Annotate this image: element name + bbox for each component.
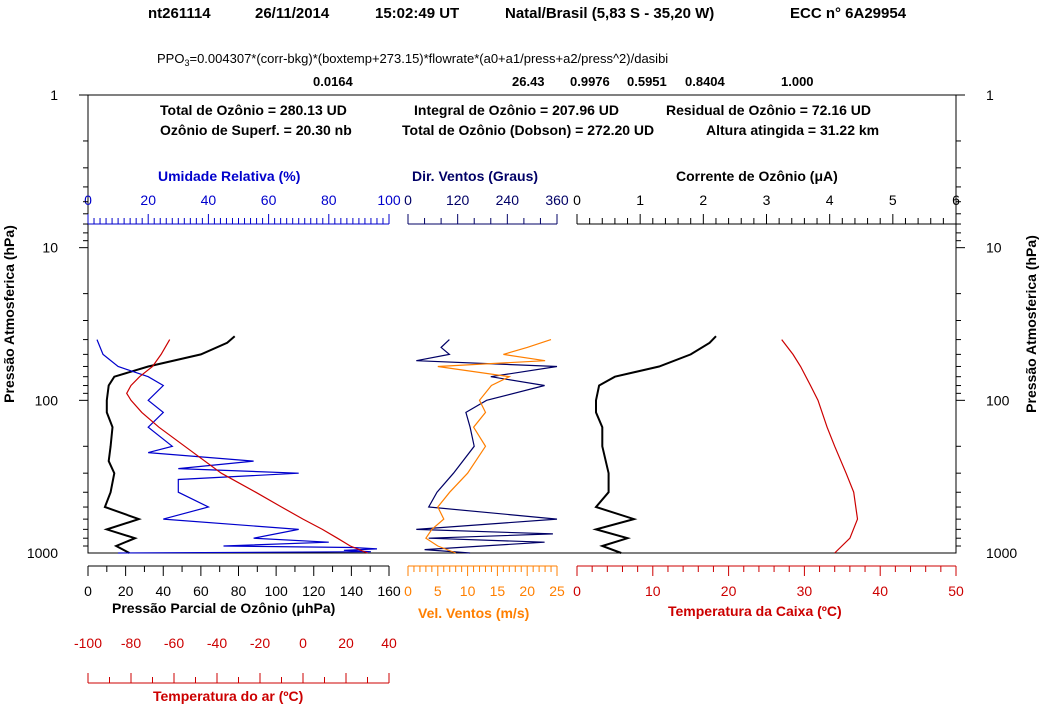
humidity-tick-label: 80	[321, 192, 337, 208]
ozone-pp-axis-title: Pressão Parcial de Ozônio (μhPa)	[112, 600, 335, 616]
box_temp-tick-label: 20	[721, 583, 737, 599]
pressure-tick-label-left: 10	[42, 240, 58, 256]
humidity-tick-label: 100	[377, 192, 401, 208]
wind_dir-tick-label: 360	[545, 192, 569, 208]
box_temp-tick-label: 50	[948, 583, 964, 599]
air-temp-axis-title: Temperatura do ar (ºC)	[153, 688, 303, 704]
altitude-reached: Altura atingida = 31.22 km	[706, 122, 879, 138]
ozone_current-tick-label: 2	[699, 192, 707, 208]
wind_speed-tick-label: 5	[434, 583, 442, 599]
air_temp-tick-label: -100	[74, 635, 102, 651]
air-temp-series-line	[126, 339, 368, 554]
air_temp-tick-label: 0	[299, 635, 307, 651]
wind_dir-tick-label: 240	[496, 192, 520, 208]
coef-dasibi: 1.000	[781, 74, 814, 89]
ozone_current-tick-label: 3	[763, 192, 771, 208]
pressure-tick-label-left: 100	[35, 392, 59, 408]
ozone_pp-tick-label: 140	[340, 583, 364, 599]
wind-dir-series-line	[416, 339, 558, 554]
wind_speed-tick-label: 0	[404, 583, 412, 599]
wind-speed-series-line	[425, 339, 552, 554]
date: 26/11/2014	[255, 5, 330, 22]
box-temp-axis-title: Temperatura da Caixa (ºC)	[668, 603, 842, 619]
y-axis-title-right: Pressão Atmosferica (hPa)	[1023, 235, 1039, 413]
ozone_pp-tick-label: 80	[231, 583, 247, 599]
coef-flowrate: 26.43	[512, 74, 545, 89]
ppo3-formula: PPO3=0.004307*(corr-bkg)*(boxtemp+273.15…	[157, 51, 668, 68]
ozone_pp-tick-label: 120	[302, 583, 326, 599]
ozone_current-tick-label: 6	[952, 192, 960, 208]
coef-a1: 0.5951	[627, 74, 667, 89]
ozone-current-series-line	[592, 335, 717, 554]
ozone_pp-tick-label: 100	[264, 583, 288, 599]
humidity-tick-label: 0	[84, 192, 92, 208]
plot-frame	[87, 94, 957, 554]
ozone_pp-tick-label: 40	[155, 583, 171, 599]
air_temp-tick-label: -40	[207, 635, 227, 651]
ozone_current-tick-label: 5	[889, 192, 897, 208]
sonde-id: ECC n° 6A29954	[790, 5, 907, 22]
wind_speed-tick-label: 20	[519, 583, 535, 599]
ozone_current-tick-label: 4	[826, 192, 834, 208]
wind_dir-tick-label: 0	[404, 192, 412, 208]
wind_speed-tick-label: 25	[549, 583, 565, 599]
pressure-tick-label-right: 1	[986, 87, 994, 103]
pressure-tick-label-left: 1000	[27, 545, 58, 561]
ozone_pp-tick-label: 20	[118, 583, 134, 599]
ozone_current-tick-label: 0	[573, 192, 581, 208]
series-layer	[96, 335, 859, 554]
ozone-current-axis-title: Corrente de Ozônio (μA)	[676, 168, 838, 184]
pressure-tick-label-left: 1	[50, 87, 58, 103]
wind-speed-axis-title: Vel. Ventos (m/s)	[418, 605, 529, 621]
coef-a0: 0.9976	[570, 74, 610, 89]
box-temp-series-line	[781, 339, 859, 554]
ozone_current-tick-label: 1	[636, 192, 644, 208]
total-ozone-dobson: Total de Ozônio (Dobson) = 272.20 UD	[402, 122, 654, 138]
total-ozone: Total de Ozônio = 280.13 UD	[160, 102, 347, 118]
humidity-series-line	[96, 339, 378, 554]
humidity-axis-title: Umidade Relativa (%)	[158, 168, 300, 184]
coef-a2: 0.8404	[685, 74, 726, 89]
air_temp-tick-label: 40	[381, 635, 397, 651]
pressure-tick-label-right: 10	[986, 240, 1002, 256]
humidity-tick-label: 60	[261, 192, 277, 208]
humidity-tick-label: 40	[201, 192, 217, 208]
residual-ozone: Residual de Ozônio = 72.16 UD	[666, 102, 871, 118]
air_temp-tick-label: -60	[164, 635, 184, 651]
wind_dir-tick-label: 120	[446, 192, 470, 208]
pressure-tick-label-right: 100	[986, 392, 1010, 408]
box_temp-tick-label: 40	[872, 583, 888, 599]
time: 15:02:49 UT	[375, 5, 459, 22]
box_temp-tick-label: 30	[797, 583, 813, 599]
integral-ozone: Integral de Ozônio = 207.96 UD	[414, 102, 619, 118]
wind-dir-axis-title: Dir. Ventos (Graus)	[412, 168, 538, 184]
ozone_pp-tick-label: 160	[377, 583, 401, 599]
ozone_pp-tick-label: 0	[84, 583, 92, 599]
air_temp-tick-label: 20	[338, 635, 354, 651]
wind_speed-tick-label: 10	[460, 583, 476, 599]
y-axis-title-left: Pressão Atmosferica (hPa)	[1, 225, 17, 403]
location: Natal/Brasil (5,83 S - 35,20 W)	[505, 5, 714, 22]
box_temp-tick-label: 10	[645, 583, 661, 599]
air_temp-tick-label: -20	[250, 635, 270, 651]
station-id: nt261114	[148, 5, 211, 22]
pressure-tick-label-right: 1000	[986, 545, 1017, 561]
humidity-tick-label: 20	[140, 192, 156, 208]
box_temp-tick-label: 0	[573, 583, 581, 599]
axes-layer: 0 20 40 60 80 100 120 140 160-100 -80 -60 -40 -20 0 20…	[27, 87, 1017, 684]
ozone-pp-series-line	[103, 335, 236, 554]
wind_speed-tick-label: 15	[490, 583, 506, 599]
ozone_pp-tick-label: 60	[193, 583, 209, 599]
surface-ozone: Ozônio de Superf. = 20.30 nb	[160, 122, 352, 138]
air_temp-tick-label: -80	[121, 635, 141, 651]
coef-bkg: 0.0164	[313, 74, 354, 89]
